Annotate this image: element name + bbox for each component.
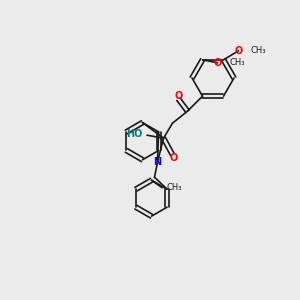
Text: HO: HO <box>126 129 142 139</box>
Text: CH₃: CH₃ <box>230 58 245 67</box>
Text: CH₃: CH₃ <box>167 183 182 192</box>
Text: CH₃: CH₃ <box>250 46 266 55</box>
Text: O: O <box>174 91 183 101</box>
Text: N: N <box>153 157 162 167</box>
Text: O: O <box>170 153 178 163</box>
Text: O: O <box>234 46 243 56</box>
Text: O: O <box>213 58 222 68</box>
